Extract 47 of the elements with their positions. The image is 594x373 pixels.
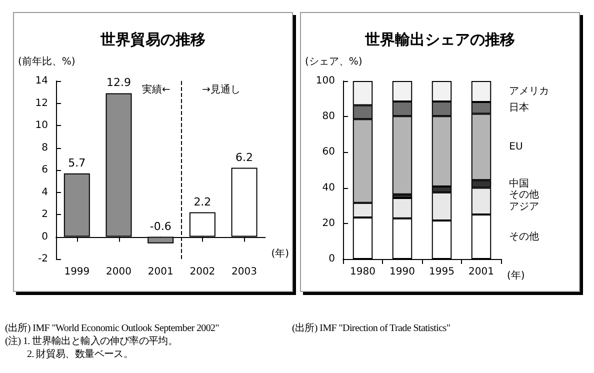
x-axis-title: (年) (507, 270, 525, 282)
y-axis-title: (シェア、%) (305, 56, 362, 68)
y-tick-label: 2 (42, 209, 48, 220)
x-tick-label: 1999 (64, 266, 90, 278)
series-label: その他 (509, 230, 540, 242)
text: (注) 1. 世界輸出と輸入の伸び率の平均。 (5, 335, 179, 348)
series-label: その他アジア (509, 188, 540, 213)
y-tick-label: 6 (42, 164, 48, 176)
x-tick-label: 2002 (190, 266, 216, 278)
y-tick-label: 40 (322, 182, 335, 194)
text: (出所) IMF "Direction of Trade Statistics" (292, 322, 452, 335)
x-tick-label: 2003 (232, 266, 258, 278)
series-label: 日本 (509, 101, 530, 114)
y-axis-title: (前年比、%) (18, 56, 76, 68)
series-label: 中国 (509, 177, 530, 190)
text: (出所) IMF "World Economic Outlook September 2002" (5, 323, 220, 334)
y-tick-label: 8 (42, 142, 48, 154)
series-label: アメリカ (509, 86, 550, 97)
x-tick-label: 2001 (148, 266, 174, 278)
y-tick-label: 0 (42, 231, 48, 242)
y-tick-label: 20 (322, 218, 335, 229)
x-tick-label: 2001 (468, 266, 494, 278)
y-tick-label: 10 (35, 120, 48, 131)
y-tick-label: 14 (35, 76, 48, 86)
chart-title: 世界貿易の推移 (100, 30, 206, 48)
y-tick-label: 4 (42, 186, 48, 198)
data-label: 2.2 (194, 195, 212, 208)
y-tick-label: 60 (322, 146, 335, 158)
y-tick-label: 12 (35, 98, 48, 109)
series-label: EU (509, 141, 523, 152)
x-tick-label: 1990 (390, 266, 415, 278)
text: 2. 財貿易、数量ベース。 (26, 348, 134, 361)
data-label: 6.2 (236, 150, 254, 164)
x-tick-label: 1980 (350, 266, 376, 278)
y-tick-label: 80 (322, 111, 335, 122)
x-axis-title: (年) (271, 247, 290, 260)
x-tick-label: 1995 (429, 266, 454, 278)
data-label: 12.9 (106, 76, 132, 90)
y-tick-label: 0 (328, 254, 335, 264)
data-label: 5.7 (68, 156, 86, 170)
y-tick-label: 100 (316, 76, 335, 86)
annotation: 実績← (142, 84, 170, 96)
data-label: -0.6 (150, 220, 172, 233)
chart-title: 世界輸出シェアの推移 (364, 30, 515, 48)
y-tick-label: -2 (38, 254, 48, 264)
x-tick-label: 2000 (106, 266, 132, 278)
annotation: →見通し (202, 84, 240, 96)
